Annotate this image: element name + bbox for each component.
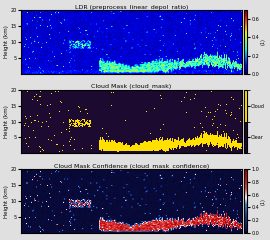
Y-axis label: Height (km): Height (km) (4, 26, 9, 59)
Y-axis label: Height (km): Height (km) (4, 185, 9, 217)
Y-axis label: Height (km): Height (km) (4, 105, 9, 138)
Title: Cloud Mask Confidence (cloud_mask_confidence): Cloud Mask Confidence (cloud_mask_confid… (54, 163, 209, 169)
Y-axis label: (1): (1) (260, 39, 265, 45)
Title: Cloud Mask (cloud_mask): Cloud Mask (cloud_mask) (91, 84, 171, 89)
Title: LDR (preprocess_linear_depol_ratio): LDR (preprocess_linear_depol_ratio) (75, 4, 188, 10)
Y-axis label: (1): (1) (260, 198, 265, 204)
